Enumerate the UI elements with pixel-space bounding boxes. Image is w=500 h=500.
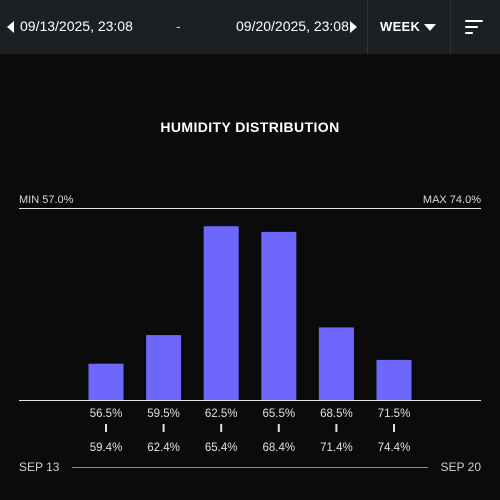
start-date[interactable]: 09/13/2025, 23:08 xyxy=(20,18,133,34)
divider xyxy=(450,0,451,54)
sort-icon[interactable] xyxy=(465,20,483,34)
min-label: MIN 57.0% xyxy=(19,194,74,206)
date-range-selector: 09/13/2025, 23:08 - 09/20/2025, 23:08 xyxy=(0,0,367,54)
top-bar: 09/13/2025, 23:08 - 09/20/2025, 23:08 WE… xyxy=(0,0,500,54)
max-label: MAX 74.0% xyxy=(422,194,481,206)
divider xyxy=(367,0,368,54)
bin-high-label: 62.4% xyxy=(147,442,180,454)
bin-high-label: 59.4% xyxy=(90,442,123,454)
period-dropdown[interactable]: WEEK xyxy=(368,0,450,54)
bin-high-label: 71.4% xyxy=(320,442,353,454)
chevron-left-icon[interactable] xyxy=(7,21,14,33)
footer-end-date: SEP 20 xyxy=(440,460,481,474)
histogram-bar xyxy=(88,363,124,400)
date-separator: - xyxy=(176,18,181,34)
max-line xyxy=(19,208,481,209)
bin-low-label: 65.5% xyxy=(262,408,295,420)
bin-tick xyxy=(335,424,338,432)
bin-tick xyxy=(220,424,223,432)
period-label[interactable]: WEEK xyxy=(380,19,421,34)
footer-start-date: SEP 13 xyxy=(19,460,60,474)
sort-button[interactable] xyxy=(451,0,500,54)
chart-title: HUMIDITY DISTRIBUTION xyxy=(160,119,340,135)
baseline xyxy=(19,400,481,401)
bin-low-label: 62.5% xyxy=(205,408,238,420)
bin-low-label: 71.5% xyxy=(378,408,411,420)
bin-high-label: 65.4% xyxy=(205,442,238,454)
chevron-right-icon[interactable] xyxy=(350,21,357,33)
bin-high-label: 68.4% xyxy=(262,442,295,454)
histogram-bar xyxy=(318,327,354,400)
bin-high-label: 74.4% xyxy=(378,442,411,454)
bin-low-label: 56.5% xyxy=(90,408,123,420)
bin-tick xyxy=(105,424,107,432)
bin-low-label: 68.5% xyxy=(320,408,353,420)
histogram-bar xyxy=(203,226,239,400)
caret-down-icon[interactable] xyxy=(424,24,436,31)
bin-tick xyxy=(393,424,395,432)
bin-tick xyxy=(162,424,165,432)
histogram-bar xyxy=(376,359,412,400)
histogram-bar xyxy=(146,335,182,400)
timeline-line xyxy=(72,467,428,468)
bin-tick xyxy=(277,424,280,432)
end-date[interactable]: 09/20/2025, 23:08 xyxy=(236,18,349,34)
bin-low-label: 59.5% xyxy=(147,408,180,420)
histogram-bar xyxy=(261,231,297,400)
